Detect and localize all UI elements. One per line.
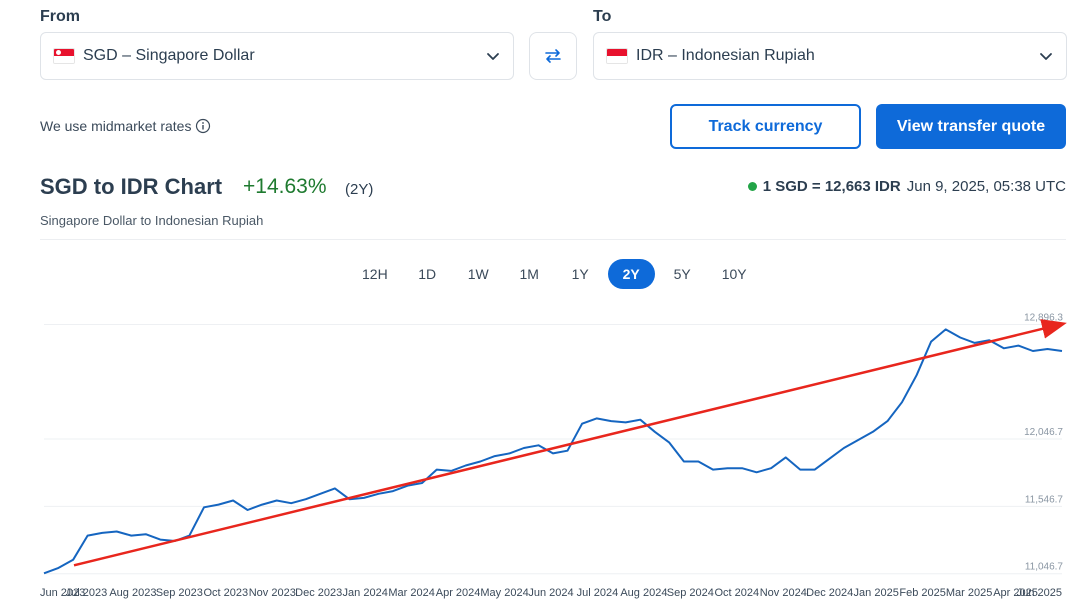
range-12h[interactable]: 12H: [362, 266, 388, 282]
track-currency-button[interactable]: Track currency: [670, 104, 861, 149]
to-currency-select[interactable]: IDR – Indonesian Rupiah: [593, 32, 1067, 80]
y-tick-label: 12,896.3: [1024, 313, 1063, 324]
view-transfer-quote-button[interactable]: View transfer quote: [876, 104, 1066, 149]
x-tick-label: Feb 2025: [899, 587, 945, 599]
x-tick-label: Oct 2024: [714, 587, 759, 599]
x-tick-label: Apr 2025: [993, 587, 1038, 599]
time-range-selector: 12H 1D 1W 1M 1Y 2Y 5Y 10Y: [350, 259, 759, 289]
x-tick-label: Nov 2024: [760, 587, 807, 599]
series-line: [43, 328, 1063, 575]
x-tick-label: Nov 2023: [249, 587, 296, 599]
x-tick-label: Apr 2024: [436, 587, 481, 599]
x-tick-label: Jun 2024: [528, 587, 573, 599]
chart-subtitle: Singapore Dollar to Indonesian Rupiah: [40, 213, 264, 228]
x-tick-label: Jun 2023: [40, 587, 85, 599]
from-label: From: [40, 8, 80, 25]
chevron-down-icon: [1040, 53, 1052, 60]
x-tick-label: Oct 2023: [203, 587, 248, 599]
chevron-down-icon: [487, 53, 499, 60]
range-1d[interactable]: 1D: [418, 266, 437, 282]
x-tick-label: Mar 2025: [946, 587, 992, 599]
to-currency-value: IDR – Indonesian Rupiah: [636, 47, 815, 64]
rate-value: 1 SGD = 12,663 IDR: [762, 178, 901, 195]
x-tick-label: Jan 2024: [343, 587, 388, 599]
x-tick-label: Aug 2023: [109, 587, 156, 599]
singapore-flag-icon: [53, 48, 75, 64]
from-currency-select[interactable]: SGD – Singapore Dollar: [40, 32, 514, 80]
x-tick-label: Sep 2023: [156, 587, 203, 599]
x-tick-label: Jul 2024: [577, 587, 619, 599]
live-status-dot-icon: [747, 182, 757, 191]
y-tick-label: 11,046.7: [1025, 562, 1064, 573]
midmarket-text: We use midmarket rates: [40, 118, 192, 134]
range-1m[interactable]: 1M: [519, 266, 539, 282]
x-tick-label: Aug 2024: [620, 587, 667, 599]
chart-change-percent: +14.63%: [243, 175, 327, 198]
indonesia-flag-icon: [606, 48, 628, 64]
x-tick-label: Jun 2025: [1017, 587, 1062, 599]
range-1w[interactable]: 1W: [467, 266, 489, 282]
chart-period: (2Y): [345, 181, 374, 198]
divider: [40, 239, 1066, 240]
x-tick-label: Dec 2024: [806, 587, 853, 599]
range-2y[interactable]: 2Y: [607, 259, 655, 289]
y-tick-label: 12,046.7: [1024, 427, 1063, 438]
midmarket-note: We use midmarket rates: [40, 118, 211, 134]
swap-arrows-icon: [545, 49, 561, 63]
info-icon[interactable]: [195, 118, 211, 134]
x-tick-label: May 2024: [480, 587, 528, 599]
range-5y[interactable]: 5Y: [673, 266, 691, 282]
rate-chart[interactable]: 12,896.3 12,046.7 11,546.7 11,046.7 Jun 2023…: [0, 300, 1080, 603]
chart-title: SGD to IDR Chart: [40, 174, 223, 199]
trend-arrow: [73, 319, 1067, 567]
x-tick-label: Sep 2024: [667, 587, 714, 599]
range-1y[interactable]: 1Y: [571, 266, 589, 282]
x-tick-label: Jul 2023: [66, 587, 108, 599]
x-tick-label: Jan 2025: [854, 587, 899, 599]
x-tick-label: Dec 2023: [295, 587, 342, 599]
swap-currencies-button[interactable]: [529, 32, 577, 80]
range-10y[interactable]: 10Y: [721, 266, 747, 282]
rate-timestamp: Jun 9, 2025, 05:38 UTC: [906, 178, 1066, 195]
y-tick-label: 11,546.7: [1025, 494, 1064, 505]
live-rate: 1 SGD = 12,663 IDR Jun 9, 2025, 05:38 UT…: [747, 178, 1066, 195]
x-tick-label: Mar 2024: [388, 587, 434, 599]
to-label: To: [593, 8, 612, 25]
from-currency-value: SGD – Singapore Dollar: [83, 47, 255, 64]
